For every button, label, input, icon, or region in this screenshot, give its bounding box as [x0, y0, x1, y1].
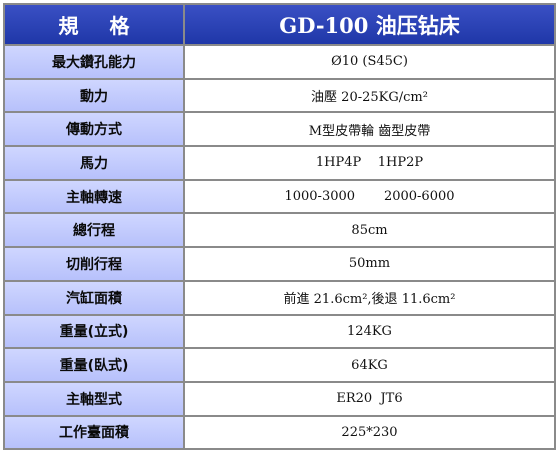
spec-table: 規 格 GD-100 油压钻床 最大鑽孔能力 Ø10 (S45C) 動力 油壓 … [3, 3, 556, 451]
table-row: 動力 油壓 20-25KG/cm² [5, 79, 554, 112]
table-row: 重量(立式) 124KG [5, 315, 554, 348]
table-row: 主軸轉速 1000-3000 2000-6000 [5, 180, 554, 213]
row-label: 傳動方式 [5, 113, 183, 146]
row-label: 汽缸面積 [5, 281, 183, 314]
row-label: 重量(立式) [5, 315, 183, 348]
row-label: 動力 [5, 79, 183, 112]
table-row: 最大鑽孔能力 Ø10 (S45C) [5, 46, 554, 78]
row-value: 50mm [185, 248, 554, 280]
table-row: 主軸型式 ER20 JT6 [5, 382, 554, 415]
row-value: 前進 21.6cm²,後退 11.6cm² [185, 281, 554, 314]
row-label: 最大鑽孔能力 [5, 46, 183, 78]
row-value: 124KG [185, 315, 554, 348]
table-row: 重量(臥式) 64KG [5, 349, 554, 381]
table-row: 傳動方式 M型皮帶輪 齒型皮帶 [5, 113, 554, 146]
row-value: M型皮帶輪 齒型皮帶 [185, 113, 554, 146]
model-header-cell: GD-100 油压钻床 [185, 5, 554, 44]
row-value: 85cm [185, 214, 554, 247]
row-label: 工作臺面積 [5, 416, 183, 449]
table-row: 總行程 85cm [5, 214, 554, 247]
row-value: 油壓 20-25KG/cm² [185, 79, 554, 112]
row-value: Ø10 (S45C) [185, 46, 554, 78]
row-value: 64KG [185, 349, 554, 381]
row-label: 總行程 [5, 214, 183, 247]
table-row: 汽缸面積 前進 21.6cm²,後退 11.6cm² [5, 281, 554, 314]
row-value: 1000-3000 2000-6000 [185, 180, 554, 213]
row-value: 225*230 [185, 416, 554, 449]
row-label: 切削行程 [5, 248, 183, 280]
row-label: 主軸型式 [5, 382, 183, 415]
table-row: 切削行程 50mm [5, 248, 554, 280]
table-row: 馬力 1HP4P 1HP2P [5, 147, 554, 179]
row-label: 重量(臥式) [5, 349, 183, 381]
row-value: 1HP4P 1HP2P [185, 147, 554, 179]
row-label: 馬力 [5, 147, 183, 179]
row-label: 主軸轉速 [5, 180, 183, 213]
table-header-row: 規 格 GD-100 油压钻床 [5, 5, 554, 44]
table-row: 工作臺面積 225*230 [5, 416, 554, 449]
row-value: ER20 JT6 [185, 382, 554, 415]
spec-header-cell: 規 格 [5, 5, 183, 44]
